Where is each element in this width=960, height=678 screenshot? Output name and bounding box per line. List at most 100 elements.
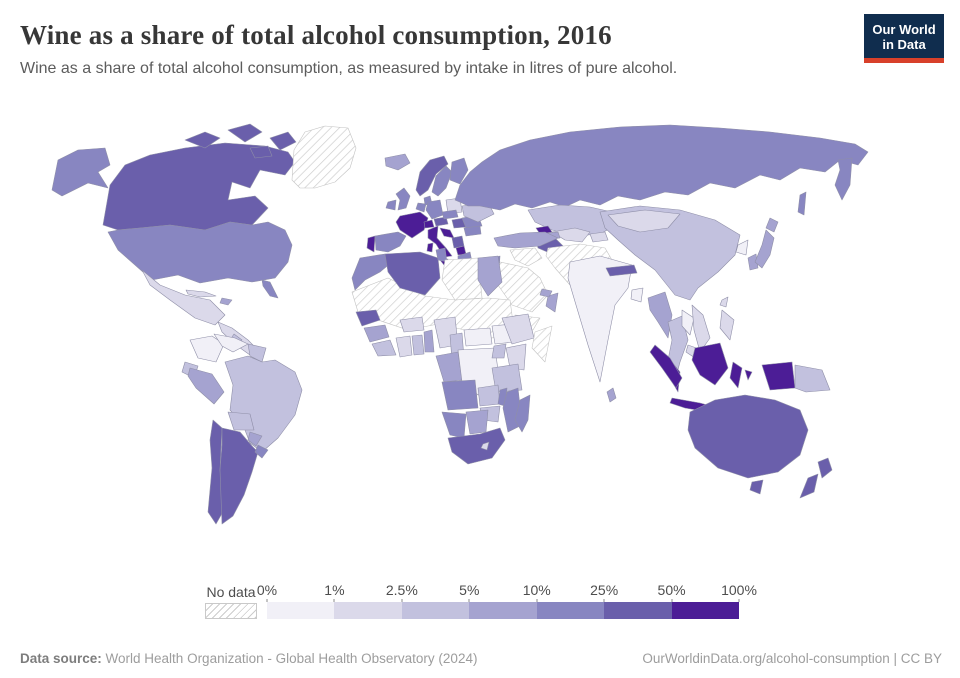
country-canada[interactable]: [184, 131, 221, 149]
country-algeria[interactable]: [384, 251, 441, 296]
country-indonesia[interactable]: [649, 344, 683, 389]
country-iraq_syria[interactable]: [509, 247, 543, 267]
country-united_states[interactable]: [107, 221, 293, 284]
country-japan[interactable]: [765, 217, 779, 233]
legend-segment-b3[interactable]: [469, 602, 537, 619]
country-bolivia[interactable]: [227, 411, 255, 431]
license-link[interactable]: OurWorldinData.org/alcohol-consumption |…: [642, 651, 942, 666]
legend-segment-b2[interactable]: [401, 602, 470, 619]
country-iceland[interactable]: [384, 153, 411, 171]
country-guinea[interactable]: [363, 324, 390, 343]
country-peru[interactable]: [187, 367, 225, 405]
country-mongolia[interactable]: [607, 209, 681, 233]
country-united_states[interactable]: [261, 279, 279, 299]
country-uae[interactable]: [539, 288, 553, 298]
country-hispaniola[interactable]: [219, 297, 233, 306]
country-senegal[interactable]: [355, 309, 381, 327]
country-norway[interactable]: [415, 155, 449, 197]
country-paraguay[interactable]: [247, 431, 263, 447]
country-indonesia[interactable]: [729, 361, 743, 389]
country-togo_benin[interactable]: [423, 329, 435, 353]
country-france[interactable]: [395, 211, 429, 239]
country-ivory_coast[interactable]: [395, 335, 413, 358]
country-greenland[interactable]: [291, 125, 357, 189]
country-uruguay[interactable]: [254, 444, 269, 459]
legend-segment-b4[interactable]: [536, 602, 605, 619]
country-austria[interactable]: [433, 216, 449, 227]
country-namibia[interactable]: [441, 411, 467, 439]
country-italy[interactable]: [427, 225, 453, 258]
country-spain[interactable]: [374, 231, 407, 253]
country-philippines[interactable]: [719, 309, 735, 341]
country-sierra_leone_liberia[interactable]: [371, 339, 397, 357]
country-indonesia[interactable]: [691, 342, 729, 386]
country-mexico[interactable]: [141, 269, 226, 326]
country-new_zealand[interactable]: [799, 473, 819, 499]
country-libya[interactable]: [441, 257, 483, 301]
country-colombia[interactable]: [189, 335, 225, 363]
country-canada[interactable]: [227, 123, 263, 143]
country-portugal[interactable]: [366, 235, 376, 253]
country-australia[interactable]: [749, 479, 764, 495]
country-argentina[interactable]: [219, 427, 259, 525]
legend-segment-b0[interactable]: [267, 602, 335, 619]
country-czech_slovakia[interactable]: [441, 209, 459, 220]
country-uzbekistan[interactable]: [551, 227, 591, 243]
country-russia[interactable]: [834, 157, 853, 201]
country-egypt[interactable]: [477, 255, 503, 297]
country-canada[interactable]: [249, 145, 273, 159]
country-oman[interactable]: [545, 292, 559, 313]
country-vietnam[interactable]: [691, 304, 711, 353]
country-lesotho[interactable]: [480, 441, 490, 451]
country-burkina_faso[interactable]: [399, 316, 425, 333]
country-uganda[interactable]: [491, 343, 507, 359]
country-kyrgyzstan_tajikistan[interactable]: [589, 231, 609, 243]
country-india[interactable]: [567, 255, 633, 383]
country-myanmar[interactable]: [647, 291, 673, 339]
country-russia[interactable]: [797, 191, 807, 216]
country-south_korea[interactable]: [747, 253, 759, 271]
country-central_african_republic[interactable]: [463, 327, 493, 347]
country-benelux[interactable]: [415, 202, 427, 213]
country-gabon_congo[interactable]: [435, 351, 463, 383]
country-somalia[interactable]: [531, 325, 553, 363]
country-north_korea[interactable]: [735, 239, 749, 256]
country-ghana[interactable]: [411, 334, 425, 356]
country-angola[interactable]: [441, 379, 479, 411]
country-italy[interactable]: [426, 242, 434, 253]
legend-no-data-swatch[interactable]: [205, 603, 257, 619]
country-turkey[interactable]: [493, 231, 559, 249]
country-finland[interactable]: [449, 157, 469, 185]
country-cuba[interactable]: [185, 289, 217, 298]
country-chile[interactable]: [207, 419, 225, 525]
country-botswana[interactable]: [465, 409, 489, 435]
country-south_africa[interactable]: [447, 427, 506, 465]
country-japan[interactable]: [754, 229, 775, 269]
country-tanzania[interactable]: [491, 363, 523, 393]
country-united_kingdom[interactable]: [395, 187, 411, 211]
country-bangladesh[interactable]: [630, 287, 644, 303]
legend-segment-b5[interactable]: [604, 602, 672, 619]
country-australia[interactable]: [687, 394, 809, 479]
country-taiwan[interactable]: [719, 296, 729, 308]
country-switzerland[interactable]: [423, 219, 435, 229]
country-indonesia[interactable]: [744, 369, 753, 381]
country-new_zealand[interactable]: [817, 457, 833, 479]
country-ireland[interactable]: [385, 199, 397, 211]
country-russia[interactable]: [454, 124, 869, 211]
country-nepal[interactable]: [605, 264, 638, 277]
country-united_states[interactable]: [51, 147, 111, 197]
country-indonesia[interactable]: [761, 361, 796, 391]
country-canada[interactable]: [269, 131, 297, 151]
country-kenya[interactable]: [505, 343, 527, 371]
country-bulgaria[interactable]: [463, 225, 482, 237]
country-papua_new_guinea[interactable]: [794, 364, 831, 393]
country-venezuela[interactable]: [213, 333, 249, 353]
country-zambia[interactable]: [477, 384, 501, 407]
legend-segment-b6[interactable]: [671, 602, 739, 619]
country-croatia[interactable]: [439, 227, 455, 239]
country-sweden[interactable]: [431, 165, 453, 197]
country-madagascar[interactable]: [514, 394, 531, 433]
country-laos[interactable]: [681, 309, 695, 336]
legend-segment-b1[interactable]: [334, 602, 402, 619]
